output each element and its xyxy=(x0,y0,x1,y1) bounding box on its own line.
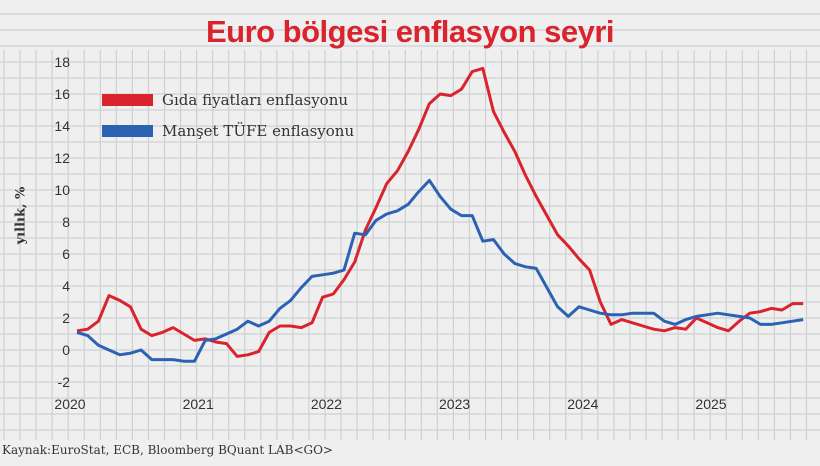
x-tick-label: 2021 xyxy=(183,396,214,412)
y-tick-label: 14 xyxy=(54,118,70,134)
x-tick-label: 2024 xyxy=(567,396,598,412)
legend-item-food: Gıda fiyatları enflasyonu xyxy=(102,91,348,109)
y-tick-label: 8 xyxy=(62,214,70,230)
y-tick-label: 12 xyxy=(54,150,70,166)
headline-inflation-line xyxy=(76,178,804,363)
y-tick-label: 2 xyxy=(62,310,70,326)
legend-label: Gıda fiyatları enflasyonu xyxy=(162,91,349,109)
y-tick-label: 18 xyxy=(54,54,70,70)
legend-swatch-red xyxy=(102,94,153,106)
legend-swatch-blue xyxy=(102,125,153,137)
y-tick-label: 6 xyxy=(62,246,70,262)
food-inflation-line xyxy=(76,66,804,358)
source-note: Kaynak:EuroStat, ECB, Bloomberg BQuant L… xyxy=(2,443,333,457)
y-tick-label: 0 xyxy=(62,342,70,358)
x-tick-label: 2020 xyxy=(54,396,85,412)
y-tick-label: 4 xyxy=(62,278,70,294)
y-tick-label: 10 xyxy=(54,182,70,198)
legend-label: Manşet TÜFE enflasyonu xyxy=(162,122,355,140)
y-tick-label: 16 xyxy=(54,86,70,102)
x-tick-label: 2023 xyxy=(439,396,470,412)
x-tick-label: 2025 xyxy=(695,396,726,412)
y-axis-label: yıllık, % xyxy=(13,186,29,245)
legend-item-headline: Manşet TÜFE enflasyonu xyxy=(102,122,354,140)
chart-title: Euro bölgesi enflasyon seyri xyxy=(205,14,615,49)
x-tick-label: 2022 xyxy=(311,396,342,412)
y-tick-label: -2 xyxy=(58,374,71,390)
